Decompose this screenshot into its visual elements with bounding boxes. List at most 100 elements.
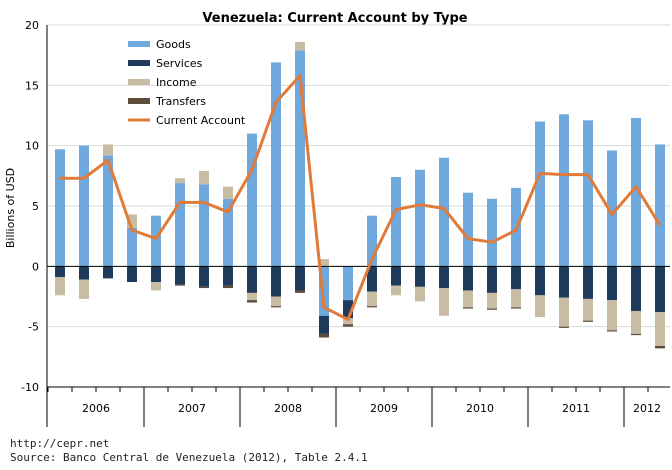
bar-services [583,266,593,299]
bar-goods [271,62,281,267]
bar-goods [487,198,497,267]
bar-transfers [631,333,641,336]
y-tick-label: -10 [21,381,39,394]
bar-income [487,292,497,309]
y-tick-label: 0 [32,260,39,273]
bar-transfers [487,308,497,310]
bar-goods [391,177,401,267]
bar-goods [79,145,89,267]
bar-services [127,266,137,283]
bar-services [607,266,617,301]
bar-services [199,266,209,287]
y-tick-label: 10 [25,140,39,153]
bar-services [439,266,449,289]
bar-income [391,285,401,296]
bar-income [511,289,521,308]
y-tick-label: 15 [25,79,39,92]
bar-services [367,266,377,292]
bar-transfers [559,326,569,328]
bar-income [55,277,65,296]
bar-services [103,266,113,279]
x-year-label: 2008 [274,402,302,415]
legend-swatch [128,60,150,66]
bar-transfers [295,290,305,293]
bar-services [175,266,185,285]
bar-services [463,266,473,291]
bar-income [583,298,593,321]
bars [55,41,665,349]
bar-goods [55,149,65,267]
bar-income [271,296,281,307]
bar-services [223,266,233,286]
legend-swatch [128,41,150,47]
legend: Goods Services Income Transfers Current Acco… [128,38,246,127]
bar-goods [655,144,665,267]
x-year-label: 2007 [178,402,206,415]
bar-goods [631,117,641,267]
bar-services [631,266,641,311]
bar-services [511,266,521,290]
bar-income [343,318,353,325]
x-year-label: 2009 [370,402,398,415]
bar-income [199,171,209,185]
bar-goods [127,227,137,267]
bar-goods [535,121,545,267]
bar-goods [223,198,233,267]
bar-income [79,279,89,299]
legend-label: Current Account [156,114,246,127]
bar-transfers [655,345,665,349]
bar-goods [559,114,569,267]
bar-income [535,295,545,318]
bar-services [535,266,545,296]
bar-transfers [343,324,353,327]
y-tick-label: 20 [25,19,39,32]
bar-transfers [511,307,521,309]
bar-goods [199,184,209,267]
bar-income [367,291,377,307]
legend-label: Goods [156,38,191,51]
legend-label: Services [156,57,203,70]
bar-income [151,282,161,291]
bar-transfers [175,284,185,286]
bar-services [79,266,89,280]
bar-transfers [607,330,617,332]
legend-swatch [128,79,150,85]
footer-source: Source: Banco Central de Venezuela (2012… [10,451,368,464]
bar-income [607,300,617,331]
bar-goods [343,266,353,301]
bar-goods [295,50,305,267]
legend-label: Income [156,76,197,89]
bar-services [391,266,401,286]
x-year-label: 2010 [466,402,494,415]
bar-services [559,266,569,298]
bar-transfers [271,306,281,308]
bar-income [439,288,449,316]
bar-transfers [223,285,233,289]
bar-income [655,312,665,346]
x-year-label: 2012 [633,402,661,415]
current-account-line [60,74,662,321]
bar-services [151,266,161,283]
bar-goods [319,266,329,316]
bar-transfers [199,286,209,289]
bar-goods [583,120,593,267]
axes: -10 -5 0 5 10 15 20 2006 2007 2008 2009 2010 2011 201… [21,19,670,427]
bar-services [343,300,353,319]
bar-transfers [367,306,377,308]
bar-services [319,315,329,334]
bar-services [55,266,65,278]
bar-goods [439,157,449,267]
bar-income [247,292,257,301]
line-current-account [60,74,662,321]
x-year-label: 2006 [82,402,110,415]
bar-services [271,266,281,297]
chart-title: Venezuela: Current Account by Type [202,11,467,26]
bar-income [319,259,329,267]
footer-url: http://cepr.net [10,437,110,450]
y-tick-label: 5 [32,200,39,213]
bar-income [223,186,233,199]
bar-income [463,290,473,308]
bar-transfers [463,307,473,309]
bar-income [415,286,425,302]
bar-income [295,41,305,51]
